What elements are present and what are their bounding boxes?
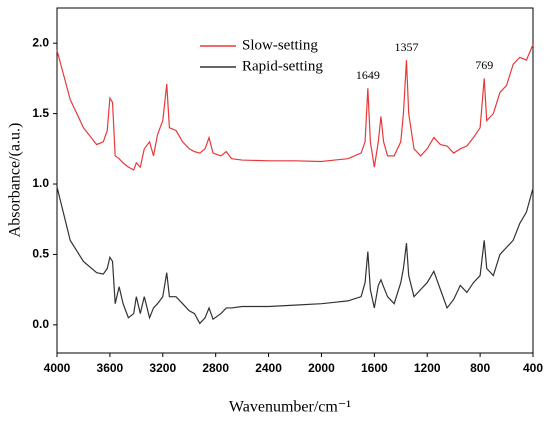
y-tick-label: 2.0: [32, 35, 49, 49]
legend-label: Rapid-setting: [242, 58, 323, 74]
x-tick-label: 800: [470, 361, 490, 375]
y-tick-label: 1.5: [32, 106, 49, 120]
x-tick-label: 1200: [414, 361, 441, 375]
x-tick-label: 400: [523, 361, 543, 375]
peak-annotation: 769: [475, 58, 493, 72]
x-tick-label: 2400: [255, 361, 282, 375]
plot-frame: [56, 7, 534, 354]
x-tick-label: 4000: [44, 361, 71, 375]
x-axis-label: Wavenumber/cm⁻¹: [229, 399, 351, 416]
x-tick-label: 3200: [149, 361, 176, 375]
y-tick-label: 1.0: [32, 176, 49, 190]
x-tick-label: 3600: [97, 361, 124, 375]
x-tick-label: 2000: [308, 361, 335, 375]
x-tick-label: 2800: [202, 361, 229, 375]
y-tick-label: 0.0: [32, 317, 49, 331]
spectrum-line: [56, 186, 534, 325]
x-tick-label: 1600: [361, 361, 388, 375]
y-axis-label: Absorbance/(a.u.): [7, 123, 24, 238]
peak-annotation: 1649: [356, 68, 380, 82]
spectrum-line: [56, 44, 534, 171]
peak-annotation: 1357: [394, 40, 418, 54]
y-tick-label: 0.5: [32, 247, 49, 261]
legend-label: Slow-setting: [242, 37, 318, 53]
